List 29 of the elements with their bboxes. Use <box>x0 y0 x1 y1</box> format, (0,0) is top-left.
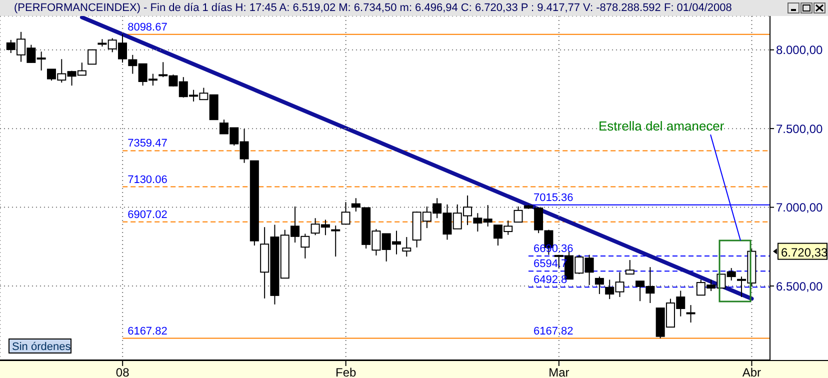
annotation: Estrella del amanecer <box>598 118 725 134</box>
x-tick-label: 08 <box>116 366 130 378</box>
candlestick <box>402 236 412 258</box>
candlestick <box>625 260 634 275</box>
x-tick-label: Abr <box>742 366 762 378</box>
chart-title: (PERFORMANCEINDEX) - Fin de día 1 días H: 17:45 A: 6.519,02 M: 6.734,50 m: 6.496,94 C: 6.720,33 P : 9.417,77 V: -878.288.592 F: 01/04/2008 <box>0 0 828 16</box>
ref-line-label: 6907.02 <box>128 208 168 221</box>
ref-line-label: 7359.47 <box>128 138 168 150</box>
x-tick-label: Feb <box>335 366 356 378</box>
candlestick <box>341 202 350 225</box>
x-tick-label: Mar <box>548 366 570 378</box>
ref-line-label: 7130.06 <box>128 174 168 186</box>
candlestick <box>351 198 360 212</box>
y-tick-label: 7.000,00 <box>776 200 824 215</box>
ref-line-label: 7015.36 <box>533 192 574 204</box>
candlestick <box>88 49 97 65</box>
candlestick <box>514 206 523 223</box>
y-tick-label: 6.500,00 <box>776 279 824 294</box>
y-tick-label: 8.000,00 <box>776 43 824 58</box>
ref-line-label: 8098.67 <box>128 21 168 34</box>
candlestick <box>594 276 604 295</box>
ref-line-label: 6167.82 <box>128 325 168 338</box>
annotation: Sin órdenes <box>12 341 72 353</box>
ref-line-label: 6492.8 <box>533 274 568 286</box>
annotation: 6167.82 <box>533 325 574 338</box>
text: 6.720,33 <box>781 245 828 260</box>
y-tick-label: 7.500,00 <box>776 122 824 136</box>
candlestick <box>686 304 696 324</box>
candlestick <box>331 225 340 258</box>
